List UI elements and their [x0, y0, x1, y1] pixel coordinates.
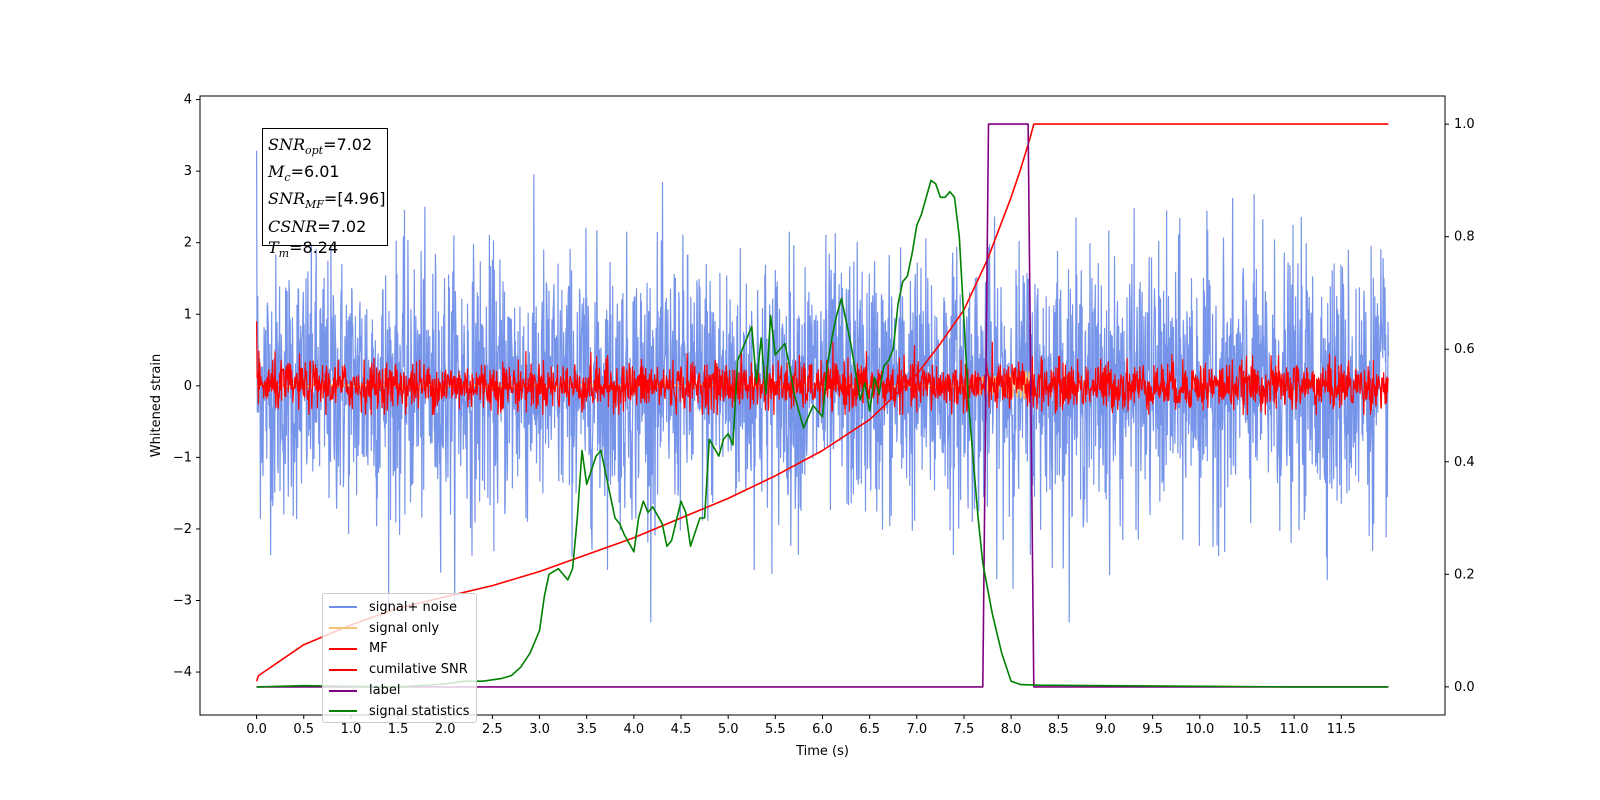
- annotation-merger-time: Tm=8.24: [268, 237, 339, 260]
- legend-swatch: [329, 710, 357, 713]
- legend-label: label: [369, 683, 401, 699]
- y-right-tick-label: 0.4: [1454, 455, 1475, 470]
- legend-swatch: [329, 689, 357, 692]
- x-tick-label: 6.5: [859, 722, 880, 737]
- legend-label: MF: [369, 641, 388, 657]
- y-right-tick-label: 0.8: [1454, 230, 1475, 245]
- x-tick-label: 0.0: [246, 722, 267, 737]
- y-right-tick-label: 1.0: [1454, 117, 1475, 132]
- y-axis-label: Whitened strain: [149, 354, 164, 457]
- x-tick-label: 10.0: [1185, 722, 1214, 737]
- legend-swatch: [329, 647, 357, 650]
- annotation-snr-mf: SNRMF=[4.96]: [268, 189, 386, 212]
- y-left-tick-label: −4: [173, 665, 192, 680]
- series-signal-statistics: [256, 179, 1389, 688]
- legend-label: cumilative SNR: [369, 662, 468, 678]
- x-tick-label: 6.0: [812, 722, 833, 737]
- legend: signal+ noise signal only MF cumilative …: [322, 593, 477, 723]
- series-label: [256, 123, 1389, 688]
- x-tick-label: 7.0: [906, 722, 927, 737]
- x-tick-label: 3.5: [576, 722, 597, 737]
- y-left-tick-label: −3: [173, 594, 192, 609]
- y-left-tick-label: 0: [184, 379, 192, 394]
- y-left-tick-label: 1: [184, 307, 192, 322]
- x-tick-label: 0.5: [293, 722, 314, 737]
- y-left-tick-label: −2: [173, 522, 192, 537]
- y-right-tick-label: 0.2: [1454, 567, 1475, 582]
- annotation-box: SNRopt=7.02 Mc=6.01 SNRMF=[4.96] CSNR=7.…: [262, 128, 388, 260]
- x-tick-label: 8.0: [1001, 722, 1022, 737]
- x-tick-label: 9.0: [1095, 722, 1116, 737]
- x-axis-label: Time (s): [795, 744, 849, 759]
- legend-swatch: [329, 627, 357, 630]
- x-tick-label: 10.5: [1232, 722, 1261, 737]
- x-tick-label: 1.5: [388, 722, 409, 737]
- legend-label: signal+ noise: [369, 599, 458, 615]
- legend-item: signal only: [323, 618, 476, 639]
- y-left-tick-label: 2: [184, 236, 192, 251]
- x-tick-label: 11.0: [1280, 722, 1309, 737]
- x-tick-label: 3.0: [529, 722, 550, 737]
- y-left-tick-label: 4: [184, 93, 192, 108]
- annotation-chirp-mass: Mc=6.01: [268, 162, 340, 185]
- annotation-snr-opt: SNRopt=7.02: [268, 135, 373, 158]
- annotation-csnr: CSNR=7.02: [268, 216, 367, 236]
- x-tick-label: 5.5: [765, 722, 786, 737]
- legend-label: signal only: [369, 620, 440, 636]
- x-tick-label: 11.5: [1327, 722, 1356, 737]
- x-tick-label: 5.0: [718, 722, 739, 737]
- x-tick-label: 4.0: [624, 722, 645, 737]
- x-tick-label: 1.0: [341, 722, 362, 737]
- legend-swatch: [329, 606, 357, 609]
- series-mf: [256, 321, 1389, 415]
- y-left-tick-label: −1: [173, 450, 192, 465]
- legend-item: label: [323, 680, 476, 701]
- x-tick-label: 4.5: [671, 722, 692, 737]
- legend-item: signal statistics: [323, 701, 476, 722]
- x-tick-label: 7.5: [954, 722, 975, 737]
- legend-item: MF: [323, 639, 476, 660]
- x-tick-label: 2.5: [482, 722, 503, 737]
- legend-item: cumilative SNR: [323, 659, 476, 680]
- y-left-tick-label: 3: [184, 164, 192, 179]
- y-right-tick-label: 0.6: [1454, 342, 1475, 357]
- legend-swatch: [329, 668, 357, 671]
- x-tick-label: 8.5: [1048, 722, 1069, 737]
- x-tick-label: 2.0: [435, 722, 456, 737]
- legend-item: signal+ noise: [323, 597, 476, 618]
- legend-label: signal statistics: [369, 703, 470, 719]
- x-tick-label: 9.5: [1142, 722, 1163, 737]
- y-right-tick-label: 0.0: [1454, 680, 1475, 695]
